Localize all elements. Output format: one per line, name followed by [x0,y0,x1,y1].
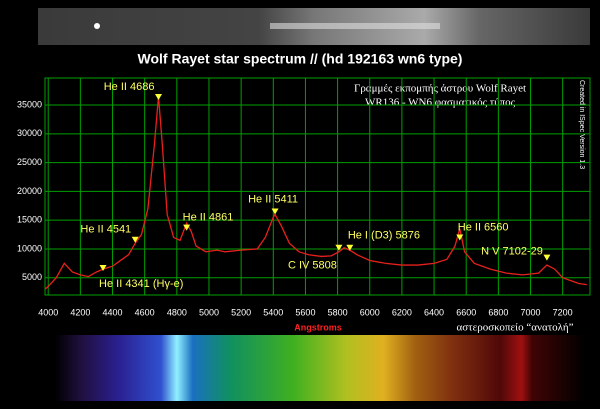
x-tick-label: 5800 [328,307,348,317]
y-tick-label: 15000 [17,215,42,225]
color-spectrum [55,335,585,401]
annotation-label: N V 7102-29 [481,245,543,257]
x-tick-label: 4000 [38,307,58,317]
credit: αστεροσκοπείο “ανατολή” [456,322,573,334]
y-tick-label: 35000 [17,99,42,109]
annotation-marker [271,208,279,215]
x-tick-label: 5600 [295,307,315,317]
x-axis-label: Angstroms [294,322,342,332]
y-tick-label: 20000 [17,186,42,196]
y-tick-label: 10000 [17,243,42,253]
x-tick-label: 7000 [521,307,541,317]
x-tick-label: 7200 [553,307,573,317]
annotation-marker [346,244,354,251]
annotation-label: He II 6560 [458,221,509,233]
annotation-marker [183,224,191,231]
spectrum-line [44,96,587,290]
annotation-marker [99,264,107,271]
annotation-label: C IV 5808 [288,260,337,272]
annotation-label: He II 4541 [80,224,131,236]
chart-title: Wolf Rayet star spectrum // (hd 192163 w… [138,51,463,67]
annotation-label: He I (D3) 5876 [348,230,420,242]
annotation-label: He II 5411 [248,193,298,205]
x-tick-label: 6000 [360,307,380,317]
annotation-marker [456,234,464,241]
x-tick-label: 4200 [70,307,90,317]
star-spot [94,23,100,29]
subtitle: Γραμμές εκπομπής άστρου Wolf Rayet [354,83,526,95]
annotation-label: He II 4686 [104,81,155,93]
annotation-marker [335,244,343,251]
annotation-marker [131,236,139,243]
y-tick-label: 30000 [17,128,42,138]
x-tick-label: 6400 [424,307,444,317]
x-tick-label: 5000 [199,307,219,317]
annotation-marker [155,93,163,100]
subtitle: WR136 - WN6 φασματικός τύπος [365,97,516,109]
x-tick-label: 5400 [263,307,283,317]
x-tick-label: 6200 [392,307,412,317]
side-note: Created in ISpec Version 1.3 [578,80,585,169]
y-tick-label: 25000 [17,157,42,167]
annotation-label: He II 4341 (Hγ-e) [99,278,183,290]
plot-frame [44,77,591,296]
annotation-label: He II 4861 [183,212,234,224]
y-tick-label: 5000 [22,272,42,282]
x-tick-label: 4800 [167,307,187,317]
x-tick-label: 4400 [103,307,123,317]
x-tick-label: 4600 [135,307,155,317]
annotation-marker [543,254,551,261]
x-tick-label: 6800 [488,307,508,317]
x-tick-label: 5200 [231,307,251,317]
spectrum-trail [270,23,440,29]
x-tick-label: 6600 [456,307,476,317]
